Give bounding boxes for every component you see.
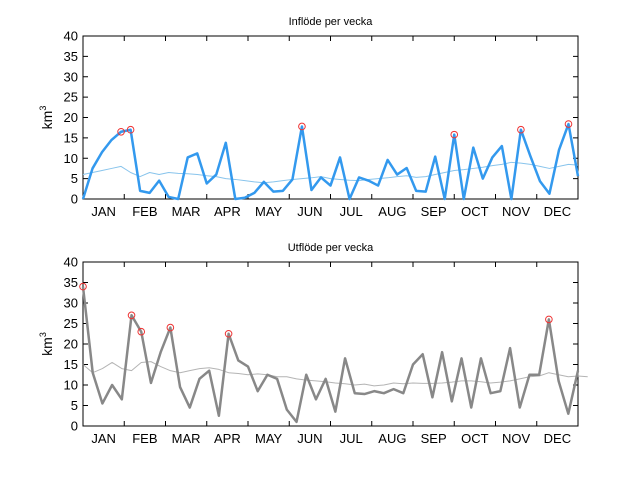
inflow-y-ticks: 0 5 10 15 20 25 30 35 40 bbox=[64, 29, 578, 207]
outflow-x-ticks: JAN FEB MAR APR MAY JUN JUL AUG SEP OCT NOV DEC bbox=[91, 262, 571, 446]
outflow-y-tick-label: 15 bbox=[64, 357, 78, 372]
outflow-series-weekly-line bbox=[81, 286, 580, 424]
outflow-y-tick-label: 35 bbox=[64, 275, 78, 290]
inflow-month-label: JAN bbox=[91, 204, 116, 219]
svg-text:km3: km3 bbox=[38, 106, 55, 130]
outflow-month-label: OCT bbox=[461, 431, 489, 446]
outflow-y-tick-label: 10 bbox=[64, 378, 78, 393]
outflow-peak-marker bbox=[137, 327, 146, 336]
outflow-y-label-superscript: 3 bbox=[38, 332, 48, 337]
inflow-y-tick-label: 10 bbox=[64, 151, 78, 166]
inflow-y-tick-label: 30 bbox=[64, 69, 78, 84]
inflow-y-label-superscript: 3 bbox=[38, 106, 48, 111]
inflow-month-label: JUL bbox=[340, 204, 363, 219]
inflow-peak-marker bbox=[126, 125, 135, 134]
inflow-y-tick-label: 25 bbox=[64, 90, 78, 105]
inflow-panel: Inflöde per vecka km3 0 5 10 15 20 25 30 35 40 J… bbox=[38, 16, 580, 219]
inflow-month-label: NOV bbox=[502, 204, 531, 219]
outflow-y-tick-label: 20 bbox=[64, 337, 78, 352]
outflow-peak-marker bbox=[127, 311, 136, 320]
outflow-month-label: MAR bbox=[172, 431, 201, 446]
outflow-month-label: SEP bbox=[421, 431, 447, 446]
inflow-highlights bbox=[117, 120, 573, 139]
inflow-peak-marker bbox=[117, 127, 125, 136]
outflow-month-label: JUN bbox=[297, 431, 322, 446]
inflow-y-tick-label: 40 bbox=[64, 29, 78, 44]
inflow-month-label: FEB bbox=[132, 204, 157, 219]
inflow-y-tick-label: 35 bbox=[64, 49, 78, 64]
inflow-month-label: SEP bbox=[421, 204, 447, 219]
inflow-axes-frame bbox=[82, 35, 579, 200]
outflow-month-label: JUL bbox=[340, 431, 363, 446]
inflow-y-label: km3 bbox=[38, 106, 55, 130]
outflow-highlights bbox=[79, 282, 553, 338]
outflow-y-tick-label: 40 bbox=[64, 255, 78, 270]
inflow-series-weekly-line bbox=[81, 122, 580, 201]
outflow-month-label: NOV bbox=[502, 431, 531, 446]
outflow-panel: Utflöde per vecka km3 0 5 10 15 20 25 30 35 40 J… bbox=[38, 242, 588, 446]
outflow-month-label: APR bbox=[214, 431, 241, 446]
outflow-peak-marker bbox=[79, 282, 87, 291]
outflow-month-label: DEC bbox=[544, 431, 571, 446]
outflow-y-tick-label: 25 bbox=[64, 316, 78, 331]
outflow-month-label: MAY bbox=[255, 431, 283, 446]
outflow-y-tick-label: 5 bbox=[71, 398, 78, 413]
inflow-y-tick-label: 0 bbox=[71, 192, 78, 207]
inflow-month-label: AUG bbox=[378, 204, 406, 219]
inflow-title: Inflöde per vecka bbox=[289, 16, 374, 28]
outflow-month-label: AUG bbox=[378, 431, 406, 446]
inflow-x-ticks: JAN FEB MAR APR MAY JUN JUL AUG SEP OCT NOV DEC bbox=[91, 36, 571, 219]
inflow-peak-marker bbox=[450, 130, 459, 139]
outflow-y-tick-label: 0 bbox=[71, 419, 78, 434]
outflow-peak-marker bbox=[166, 323, 175, 332]
outflow-peak-marker bbox=[545, 315, 553, 324]
inflow-month-label: OCT bbox=[461, 204, 489, 219]
inflow-peak-marker bbox=[564, 120, 573, 128]
outflow-axes-frame bbox=[82, 261, 579, 427]
outflow-month-label: JAN bbox=[91, 431, 116, 446]
inflow-series-average-line bbox=[82, 161, 579, 184]
inflow-peak-marker bbox=[298, 122, 306, 131]
inflow-peak-marker bbox=[517, 125, 525, 134]
inflow-y-tick-label: 5 bbox=[71, 171, 78, 186]
inflow-y-label-text: km bbox=[39, 111, 55, 130]
outflow-peak-marker bbox=[224, 329, 233, 338]
inflow-month-label: JUN bbox=[297, 204, 322, 219]
inflow-month-label: MAR bbox=[172, 204, 201, 219]
inflow-month-label: APR bbox=[214, 204, 241, 219]
outflow-y-tick-label: 30 bbox=[64, 296, 78, 311]
outflow-title: Utflöde per vecka bbox=[288, 242, 374, 254]
inflow-y-tick-label: 20 bbox=[64, 110, 78, 125]
outflow-month-label: FEB bbox=[132, 431, 157, 446]
inflow-month-label: DEC bbox=[544, 204, 571, 219]
inflow-series bbox=[81, 122, 580, 201]
outflow-series bbox=[81, 286, 588, 424]
inflow-y-tick-label: 15 bbox=[64, 130, 78, 145]
inflow-month-label: MAY bbox=[255, 204, 283, 219]
outflow-y-label: km3 bbox=[38, 332, 55, 356]
outflow-y-ticks: 0 5 10 15 20 25 30 35 40 bbox=[64, 255, 578, 434]
svg-text:km3: km3 bbox=[38, 332, 55, 356]
outflow-y-label-text: km bbox=[39, 337, 55, 356]
